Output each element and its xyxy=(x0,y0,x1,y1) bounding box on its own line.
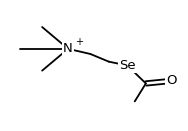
Text: +: + xyxy=(75,37,83,47)
Text: O: O xyxy=(167,74,177,87)
Text: Se: Se xyxy=(119,59,136,72)
Text: N: N xyxy=(63,42,73,55)
